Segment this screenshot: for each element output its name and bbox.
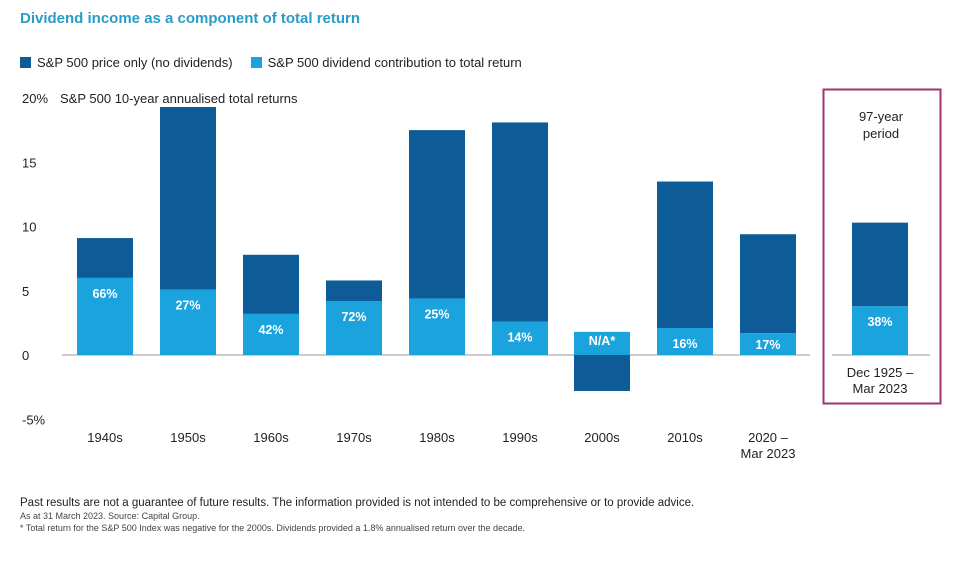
bar-dividend (574, 331, 630, 355)
chart-title: Dividend income as a component of total … (20, 10, 361, 27)
y-tick-label: 0 (22, 348, 29, 363)
bar-dividend (243, 313, 299, 355)
y-tick-label: 10 (22, 220, 36, 235)
footnotes: Past results are not a guarantee of futu… (20, 497, 694, 533)
bar-dividend (852, 306, 908, 355)
y-tick-label: 15 (22, 155, 36, 170)
bar-price (77, 238, 133, 278)
x-tick-label: Mar 2023 (853, 381, 908, 396)
data-label: 25% (424, 307, 449, 321)
data-label: 17% (755, 338, 780, 352)
data-label: 14% (507, 331, 532, 345)
bar-price (160, 106, 216, 290)
bar-price (492, 122, 548, 322)
bar-dividend (657, 328, 713, 355)
x-tick-label: 2010s (667, 430, 703, 445)
data-label: 72% (341, 310, 366, 324)
bar-price (740, 234, 796, 334)
bar-dividend (740, 333, 796, 355)
x-tick-label: 2000s (584, 430, 620, 445)
highlight-label: period (863, 126, 899, 141)
bar-dividend (326, 301, 382, 355)
legend-label-price: S&P 500 price only (no dividends) (37, 55, 233, 70)
data-label: 66% (92, 287, 117, 301)
highlight-label: 97-year (859, 109, 904, 124)
x-tick-label: 1970s (336, 430, 372, 445)
bar-chart: 20% 15 10 5 0 -5% S&P 500 10-year annualised t… (22, 88, 942, 461)
y-tick-label: -5% (22, 412, 46, 427)
y-tick-label: 20% (22, 91, 48, 106)
legend-item-price: S&P 500 price only (no dividends) (20, 55, 233, 70)
bar-price (657, 181, 713, 329)
disclaimer: Past results are not a guarantee of futu… (20, 497, 695, 509)
data-label: 38% (867, 315, 892, 329)
footnote-asterisk: * Total return for the S&P 500 Index was… (20, 523, 525, 533)
legend: S&P 500 price only (no dividends) S&P 50… (20, 55, 522, 70)
bar-dividend (77, 277, 133, 355)
x-tick-label: 1940s (87, 430, 123, 445)
legend-swatch-dividend (250, 57, 262, 68)
legend-swatch-price (20, 57, 31, 68)
bar-dividend (492, 321, 548, 355)
bar-price (326, 280, 382, 302)
y-axis-label: S&P 500 10-year annualised total returns (60, 91, 298, 106)
data-label: 42% (258, 323, 283, 337)
highlight-box (822, 88, 942, 405)
bar-price (852, 222, 908, 307)
bar-price (409, 130, 465, 299)
data-label: 27% (175, 298, 200, 312)
x-tick-label: 1960s (253, 430, 289, 445)
bar-dividend (409, 298, 465, 355)
data-label: N/A* (589, 334, 616, 348)
y-tick-label: 5 (22, 284, 29, 299)
legend-item-dividend: S&P 500 dividend contribution to total r… (250, 55, 522, 70)
legend-label-dividend: S&P 500 dividend contribution to total r… (267, 55, 522, 70)
x-tick-label: 2020 – (748, 430, 789, 445)
x-tick-label: Dec 1925 – (847, 365, 914, 380)
x-tick-label: 1950s (170, 430, 206, 445)
bar-price (574, 355, 630, 391)
bar-dividend (160, 289, 216, 355)
data-label: 16% (672, 337, 697, 351)
bar-price (243, 254, 299, 314)
x-tick-label: Mar 2023 (741, 446, 796, 461)
x-tick-label: 1980s (419, 430, 455, 445)
x-tick-label: 1990s (502, 430, 538, 445)
source-note: As at 31 March 2023. Source: Capital Gro… (20, 511, 200, 521)
